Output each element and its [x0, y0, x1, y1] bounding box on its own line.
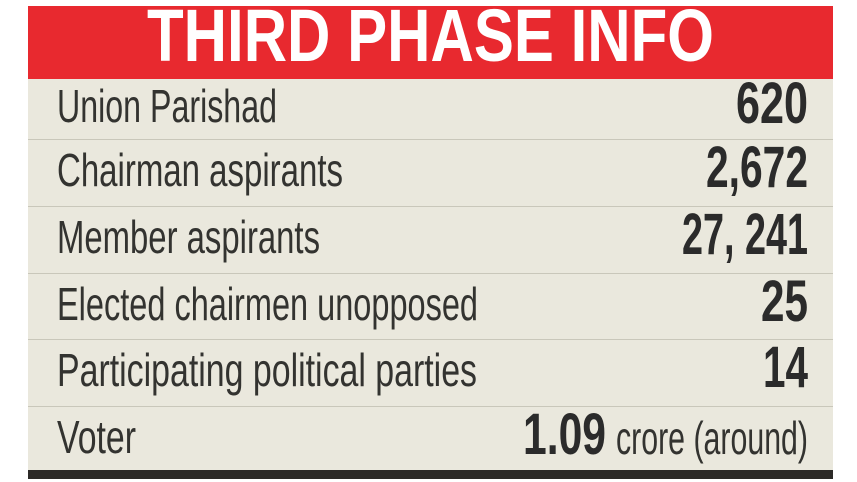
svg-text:Chairman aspirants: Chairman aspirants	[57, 144, 343, 196]
svg-text:Participating political partie: Participating political parties	[57, 344, 477, 396]
svg-text:1.09: 1.09	[523, 402, 606, 467]
svg-text:2,672: 2,672	[706, 135, 808, 200]
svg-text:Elected chairmen unopposed: Elected chairmen unopposed	[57, 278, 478, 330]
svg-text:crore (around): crore (around)	[616, 412, 808, 464]
svg-text:27, 241: 27, 241	[682, 202, 808, 267]
svg-text:THIRD PHASE INFO: THIRD PHASE INFO	[147, 0, 714, 77]
svg-text:Voter: Voter	[57, 411, 136, 463]
svg-text:Union Parishad: Union Parishad	[57, 80, 277, 132]
svg-text:Member aspirants: Member aspirants	[57, 211, 320, 263]
svg-text:620: 620	[736, 71, 808, 136]
svg-text:14: 14	[763, 335, 808, 400]
svg-text:25: 25	[761, 269, 808, 334]
